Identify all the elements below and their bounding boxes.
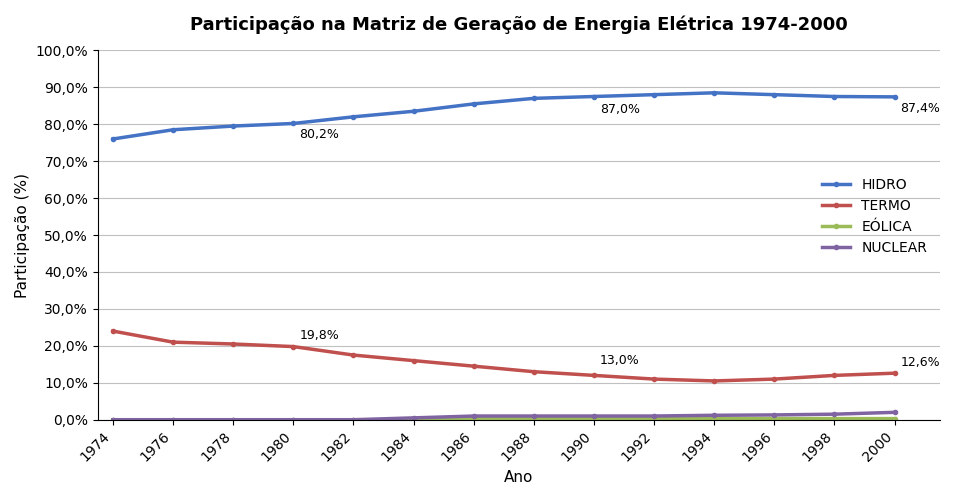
Text: 87,0%: 87,0% [600, 103, 640, 116]
Text: 19,8%: 19,8% [300, 329, 339, 342]
Text: 87,4%: 87,4% [900, 102, 941, 114]
Text: 12,6%: 12,6% [900, 356, 940, 369]
Title: Participação na Matriz de Geração de Energia Elétrica 1974-2000: Participação na Matriz de Geração de Ene… [190, 15, 848, 34]
Text: 13,0%: 13,0% [600, 354, 639, 368]
Legend: HIDRO, TERMO, EÓLICA, NUCLEAR: HIDRO, TERMO, EÓLICA, NUCLEAR [817, 172, 933, 260]
X-axis label: Ano: Ano [504, 470, 534, 485]
Y-axis label: Participação (%): Participação (%) [15, 172, 30, 298]
Text: 80,2%: 80,2% [300, 128, 339, 141]
